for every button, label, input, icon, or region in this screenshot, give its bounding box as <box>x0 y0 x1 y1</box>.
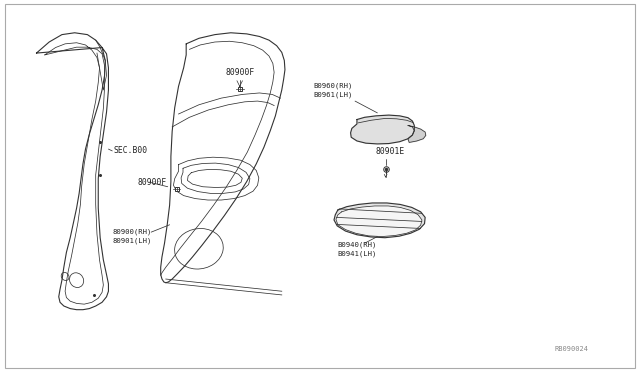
Polygon shape <box>408 125 426 142</box>
Text: SEC.B00: SEC.B00 <box>113 147 148 155</box>
Polygon shape <box>351 115 414 144</box>
Text: 80900F: 80900F <box>137 178 166 187</box>
Text: B0960(RH)
B0961(LH): B0960(RH) B0961(LH) <box>314 82 353 98</box>
Text: 80901E: 80901E <box>376 147 404 156</box>
Polygon shape <box>336 206 422 237</box>
Text: 80900(RH)
80901(LH): 80900(RH) 80901(LH) <box>113 228 152 244</box>
Text: RB090024: RB090024 <box>554 346 589 352</box>
Polygon shape <box>334 203 425 238</box>
Text: B0940(RH)
B0941(LH): B0940(RH) B0941(LH) <box>338 241 377 257</box>
Text: 80900F: 80900F <box>226 68 255 77</box>
